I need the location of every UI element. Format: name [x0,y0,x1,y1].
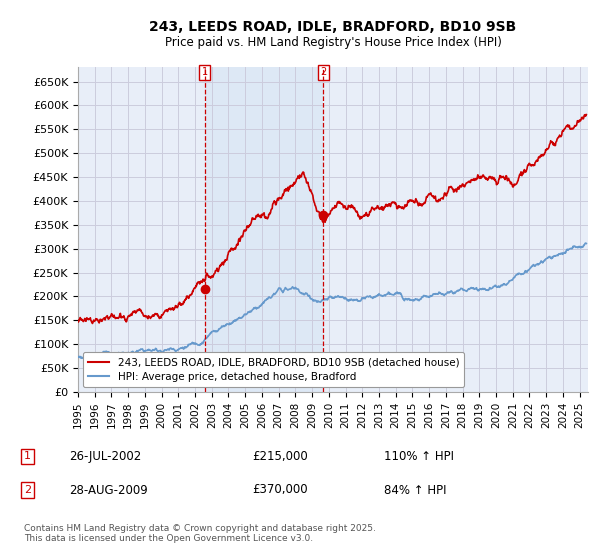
Text: Contains HM Land Registry data © Crown copyright and database right 2025.
This d: Contains HM Land Registry data © Crown c… [24,524,376,543]
Legend: 243, LEEDS ROAD, IDLE, BRADFORD, BD10 9SB (detached house), HPI: Average price, : 243, LEEDS ROAD, IDLE, BRADFORD, BD10 9S… [83,352,464,387]
Text: 243, LEEDS ROAD, IDLE, BRADFORD, BD10 9SB: 243, LEEDS ROAD, IDLE, BRADFORD, BD10 9S… [149,20,517,34]
Text: Price paid vs. HM Land Registry's House Price Index (HPI): Price paid vs. HM Land Registry's House … [164,36,502,49]
Text: 1: 1 [24,451,31,461]
Bar [205,67,323,392]
Text: 2: 2 [320,67,326,77]
Text: 28-AUG-2009: 28-AUG-2009 [69,483,148,497]
Text: 26-JUL-2002: 26-JUL-2002 [69,450,141,463]
Text: £370,000: £370,000 [252,483,308,497]
Text: £215,000: £215,000 [252,450,308,463]
Text: 84% ↑ HPI: 84% ↑ HPI [384,483,446,497]
Text: 2: 2 [24,485,31,495]
Text: 110% ↑ HPI: 110% ↑ HPI [384,450,454,463]
Text: 1: 1 [202,67,208,77]
